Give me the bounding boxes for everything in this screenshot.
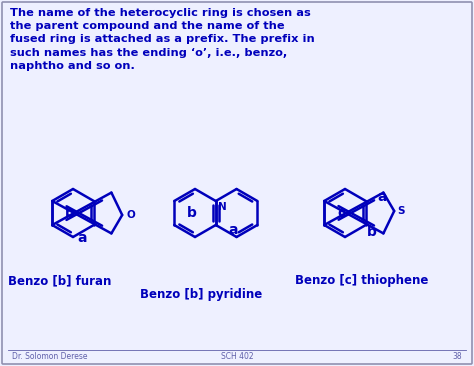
Text: SCH 402: SCH 402: [221, 352, 253, 361]
Text: b: b: [65, 206, 75, 220]
Text: 38: 38: [452, 352, 462, 361]
Text: N: N: [218, 202, 227, 212]
Text: S: S: [397, 206, 405, 216]
Text: Benzo [b] pyridine: Benzo [b] pyridine: [140, 288, 262, 301]
Text: b: b: [366, 225, 376, 239]
Text: a: a: [78, 231, 87, 245]
Text: The name of the heterocyclic ring is chosen as
the parent compound and the name : The name of the heterocyclic ring is cho…: [10, 8, 315, 71]
Text: c: c: [338, 206, 346, 220]
Text: Dr. Solomon Derese: Dr. Solomon Derese: [12, 352, 88, 361]
Text: b: b: [187, 206, 197, 220]
Text: a: a: [229, 223, 238, 237]
Text: Benzo [b] furan: Benzo [b] furan: [8, 274, 111, 287]
Text: Benzo [c] thiophene: Benzo [c] thiophene: [295, 274, 428, 287]
Text: O: O: [126, 210, 135, 220]
Text: a: a: [377, 190, 387, 204]
